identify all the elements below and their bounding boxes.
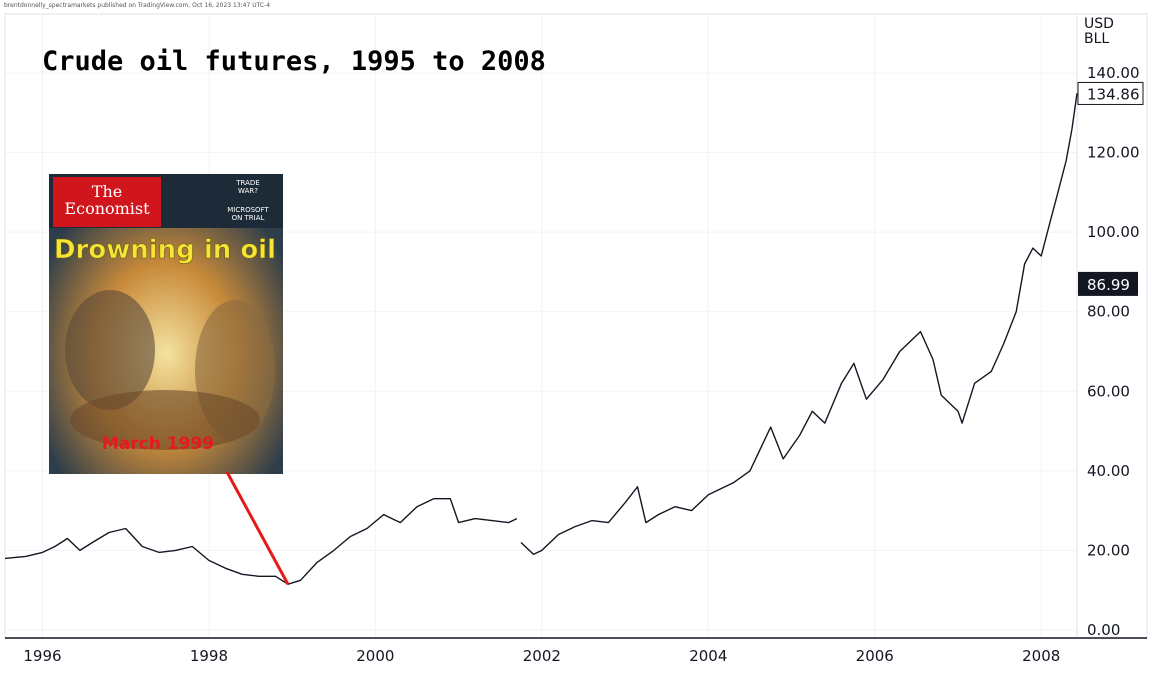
x-tick-label: 2006	[856, 647, 894, 665]
y-tick-label: 140.00	[1087, 64, 1140, 82]
x-tick-label: 1998	[190, 647, 228, 665]
price-line	[4, 93, 1078, 585]
annotation: March 1999	[102, 434, 214, 454]
x-tick-label: 2008	[1022, 647, 1060, 665]
marker-price-label: 86.99	[1087, 276, 1130, 294]
y-tick-label: 60.00	[1087, 382, 1130, 400]
cover-brand: Economist	[64, 199, 150, 218]
cover-side: TRADE	[235, 179, 259, 187]
cover-side: MICROSOFT	[227, 206, 269, 214]
header: brentdonnelly_spectramarkets published o…	[4, 2, 270, 9]
y-tick-label: 100.00	[1087, 223, 1140, 241]
annotation-arrow	[225, 471, 290, 585]
y-tick-label: 40.00	[1087, 462, 1130, 480]
chart-title: Crude oil futures, 1995 to 2008	[42, 46, 546, 77]
y-tick-label: 0.00	[1087, 621, 1120, 639]
cover-side: WAR?	[238, 187, 258, 195]
last-price-label: 134.86	[1087, 85, 1140, 103]
y-tick-label: 80.00	[1087, 303, 1130, 321]
x-tick-label: 2004	[689, 647, 727, 665]
cover-logo	[53, 177, 161, 227]
cover-figure	[70, 390, 260, 450]
cover-side: ON TRIAL	[232, 214, 265, 222]
cover-figure	[65, 290, 155, 410]
cover-headline: Drowning in oil	[54, 235, 276, 265]
cover-brand: The	[92, 182, 122, 201]
magazine-cover: The Economist TRADE WAR? MICROSOFT ON TR…	[49, 174, 283, 474]
last-price-box	[1077, 81, 1144, 105]
x-tick-label: 1996	[23, 647, 61, 665]
x-tick-label: 2002	[523, 647, 561, 665]
marker-price-box	[1078, 271, 1138, 296]
y-axis-label: BLL	[1084, 31, 1109, 47]
x-tick-label: 2000	[356, 647, 394, 665]
y-axis-label: USD	[1084, 16, 1114, 32]
y-tick-label: 120.00	[1087, 144, 1140, 162]
y-tick-label: 20.00	[1087, 541, 1130, 559]
